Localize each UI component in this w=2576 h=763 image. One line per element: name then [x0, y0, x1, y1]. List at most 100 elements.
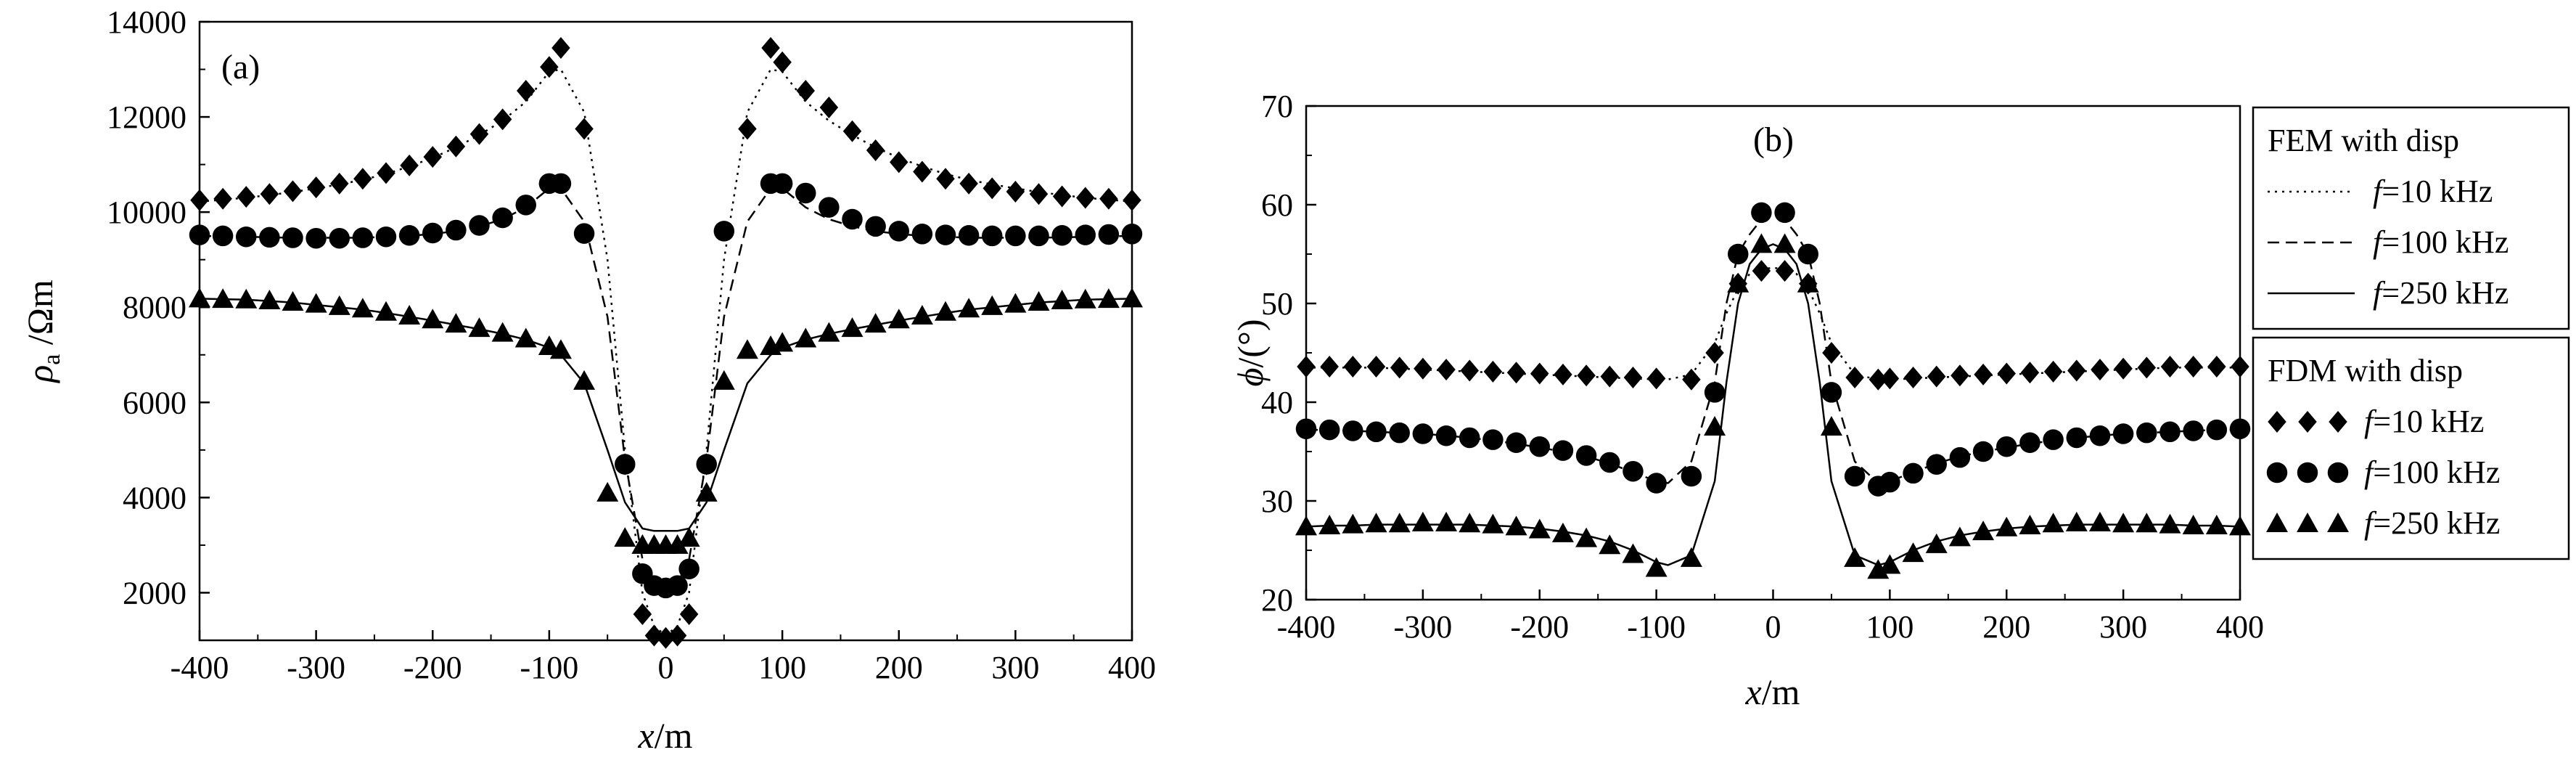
panel-b-point-diamond [1460, 359, 1479, 382]
panel-a-point-diamond [890, 151, 908, 174]
panel-a-point-diamond [330, 172, 349, 195]
panel-b-point-triangle [1435, 511, 1458, 531]
legend-fdm-swatch-diamond [2268, 411, 2286, 433]
panel-a-point-triangle [491, 322, 514, 342]
panel-a-point-triangle [981, 295, 1004, 315]
panel-b-point-triangle [1411, 511, 1434, 531]
panel-b-point-circle [2136, 422, 2157, 444]
panel-a-point-triangle [1027, 291, 1050, 311]
panel-b-point-diamond [1554, 363, 1572, 385]
panel-a-point-diamond [213, 187, 232, 210]
panel-b-y-axis-var: ϕ [1230, 368, 1271, 387]
panel-b-point-diamond [1320, 356, 1339, 378]
panel-b-point-circle [2019, 432, 2040, 454]
legend-fem-entry: f=10 kHz [2373, 174, 2493, 209]
panel-a-point-diamond [1029, 183, 1049, 205]
panel-b-point-diamond [2114, 357, 2133, 380]
panel-a-point-circle [282, 227, 303, 248]
legend-fem-title: FEM with disp [2268, 123, 2459, 158]
panel-b-x-tick-label: -100 [1627, 609, 1686, 645]
panel-b-point-diamond [1577, 364, 1596, 387]
panel-b-point-triangle [1704, 416, 1726, 436]
panel-a-point-diamond [306, 176, 326, 199]
panel-b-point-triangle [1925, 533, 1948, 553]
panel-b-point-circle [1926, 454, 1947, 475]
panel-a-point-circle [1098, 224, 1120, 245]
panel-b-point-circle [1646, 473, 1667, 494]
panel-b-point-circle [1459, 427, 1480, 449]
panel-b-y-axis-unit: /(°) [1230, 319, 1271, 367]
panel-b-point-diamond [1390, 356, 1409, 379]
panel-a-point-triangle [235, 288, 258, 309]
panel-a-point-triangle [1097, 288, 1120, 309]
panel-b-point-circle [1821, 382, 1842, 403]
panel-b-point-diamond [2183, 356, 2203, 378]
panel-a-x-tick-label: -200 [403, 650, 462, 685]
panel-a-point-circle [911, 224, 933, 245]
panel-b-point-diamond [1974, 363, 1993, 385]
panel-a-x-tick-label: 400 [1108, 650, 1156, 685]
panel-b-point-circle [1575, 445, 1597, 466]
panel-b-point-circle [1435, 425, 1457, 446]
panel-a-point-triangle [258, 290, 281, 310]
chart-panel-b: -400 -300 -200 -100 0 100 200 300 400 20 30 40 50 60 7… [1230, 89, 2264, 712]
panel-a-x-tick-label: -100 [520, 650, 579, 685]
panel-a-series-line-2 [199, 298, 1133, 532]
panel-b-point-triangle [1867, 559, 1890, 579]
panel-b-x-axis-title: x/m [1745, 672, 1800, 712]
legend-fem-entry: f=250 kHz [2373, 275, 2509, 311]
panel-a-point-circle [422, 222, 443, 244]
panel-b-x-tick-label: -400 [1277, 609, 1336, 645]
panel-a-y-axis-unit: /Ωm [20, 280, 60, 354]
panel-a-point-diamond [551, 37, 570, 60]
panel-b-point-circle [1482, 429, 1504, 450]
panel-b-point-triangle [2019, 515, 2041, 534]
panel-a-x-axis-title: x/m [638, 715, 693, 756]
panel-b-point-triangle [2136, 513, 2158, 533]
panel-b-point-diamond [1822, 342, 1841, 364]
panel-b-point-diamond [1903, 367, 1923, 388]
panel-b-point-diamond [2020, 362, 2040, 384]
panel-b-point-circle [1599, 452, 1620, 473]
panel-a-point-triangle [695, 481, 718, 502]
panel-a-point-triangle [771, 332, 794, 352]
panel-b-marks [1295, 202, 2251, 579]
panel-a-y-tick-label: 6000 [123, 385, 186, 420]
panel-a-point-diamond [866, 139, 885, 161]
panel-a-point-diamond [983, 177, 1001, 200]
panel-b-ticks: -400 -300 -200 -100 0 100 200 300 400 20 30 40 50 60 7… [1261, 89, 2264, 645]
panel-a-point-circle [469, 215, 490, 236]
panel-a-point-triangle [736, 339, 758, 359]
panel-a-y-axis-var: ρ [20, 365, 60, 384]
panel-a-point-triangle [305, 293, 327, 313]
panel-a-point-circle [515, 195, 536, 216]
panel-a-point-diamond [353, 168, 372, 190]
panel-b-point-triangle [1599, 534, 1621, 555]
panel-a-point-triangle [375, 301, 397, 321]
chart-legend: FEM with disp FDM with disp f=10 kHz f=10… [2252, 106, 2570, 560]
panel-b-x-tick-label: -200 [1510, 609, 1569, 645]
panel-b-point-circle [1727, 243, 1749, 265]
legend-fdm-title: FDM with disp [2268, 353, 2463, 388]
panel-a-point-triangle [282, 291, 304, 311]
panel-b-point-circle [1972, 441, 1994, 462]
panel-b-y-tick-label: 20 [1261, 582, 1293, 618]
panel-a-marks [189, 37, 1143, 649]
panel-b-point-diamond [1414, 357, 1432, 380]
panel-a-point-triangle [795, 327, 817, 348]
panel-a-point-triangle [398, 305, 421, 325]
panel-b-point-triangle [1844, 547, 1866, 567]
panel-b-point-circle [2159, 421, 2181, 443]
legend-fem-entry: f=100 kHz [2373, 224, 2509, 260]
panel-a-y-tick-label: 14000 [107, 4, 186, 40]
panel-a-point-circle [819, 197, 840, 218]
legend-fdm-swatch-triangle [2266, 513, 2288, 532]
panel-b-point-diamond [1366, 356, 1386, 378]
panel-a-point-circle [1075, 224, 1096, 245]
panel-b-point-circle [1342, 420, 1363, 441]
legend-fdm-entry: f=10 kHz [2364, 404, 2484, 439]
panel-a-point-diamond [446, 135, 466, 158]
panel-a-y-axis-sub: a [38, 354, 65, 365]
panel-b-point-triangle [1820, 416, 1842, 436]
